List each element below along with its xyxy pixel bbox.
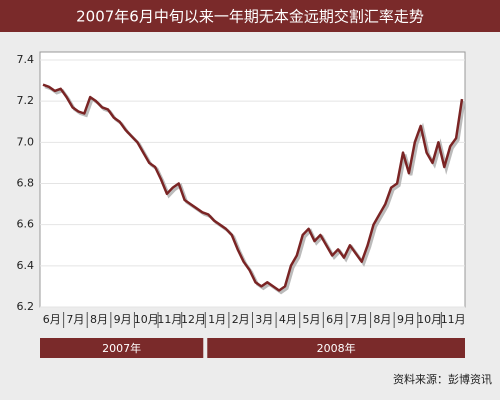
year-bar: [40, 338, 204, 358]
x-tick-label: 8月: [90, 313, 108, 326]
x-tick-label: 8月: [373, 313, 391, 326]
x-tick-label: 9月: [397, 313, 415, 326]
x-tick-label: 3月: [255, 313, 273, 326]
x-tick-label: 10月: [417, 313, 442, 326]
line: [42, 83, 464, 292]
y-tick-label: 6.2: [17, 300, 35, 313]
title-bar: [0, 0, 500, 32]
year-bar: [207, 338, 465, 358]
x-tick-label: 7月: [350, 313, 368, 326]
x-tick-label: 4月: [279, 313, 297, 326]
x-tick-label: 11月: [441, 313, 466, 326]
x-tick-label: 1月: [208, 313, 226, 326]
x-tick-label: 6月: [43, 313, 61, 326]
x-tick-label: 11月: [157, 313, 182, 326]
x-tick-label: 2月: [232, 313, 250, 326]
y-tick-label: 6.4: [17, 259, 35, 272]
x-tick-label: 5月: [303, 313, 321, 326]
plot-area: [39, 51, 466, 308]
year-label: 2008年: [317, 341, 356, 355]
x-tick-label: 10月: [134, 313, 159, 326]
year-label: 2007年: [102, 341, 141, 355]
source: 资料来源：彭博资讯: [393, 372, 492, 386]
y-tick-label: 6.6: [17, 218, 35, 231]
y-tick-label: 7.4: [17, 53, 35, 66]
x-tick-label: 7月: [66, 313, 84, 326]
chart-title: 2007年6月中旬以来一年期无本金远期交割汇率走势: [76, 8, 424, 26]
y-tick-label: 7.0: [17, 135, 35, 148]
x-tick-label: 9月: [114, 313, 132, 326]
y-tick-label: 6.8: [17, 177, 35, 190]
y-tick-label: 7.2: [17, 94, 35, 107]
x-tick-label: 6月: [326, 313, 344, 326]
x-tick-label: 12月: [181, 313, 206, 326]
